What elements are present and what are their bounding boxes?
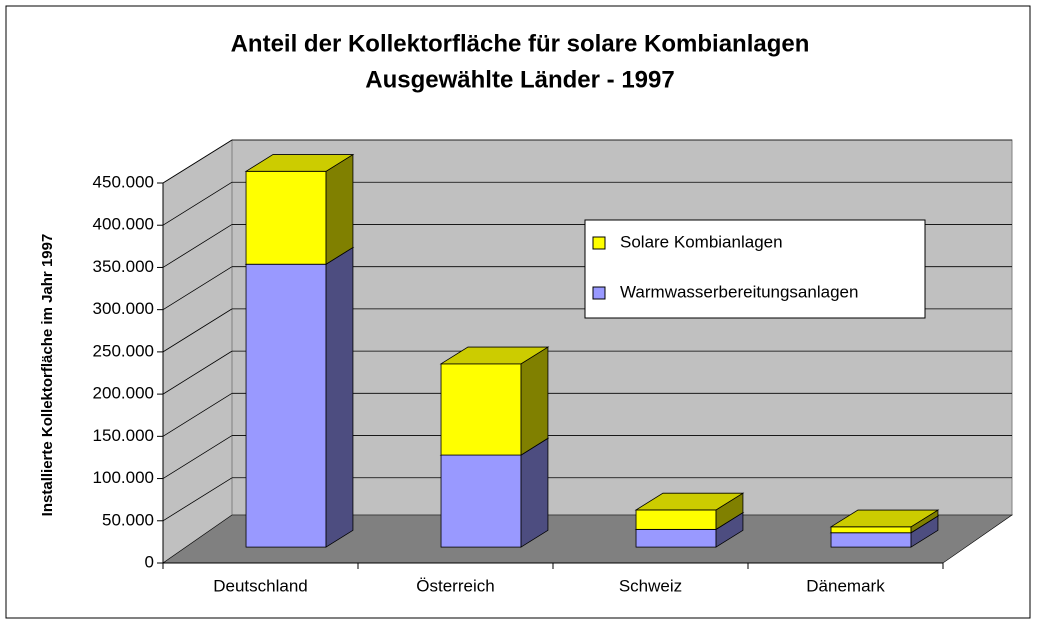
y-tick-label: 350.000: [93, 257, 154, 276]
grid-line: [162, 477, 233, 522]
bar-top: [829, 509, 940, 528]
x-tick-label: Österreich: [416, 576, 494, 595]
grid-line: [162, 435, 233, 479]
bar-segment: [244, 246, 355, 548]
grid-line: [162, 350, 233, 395]
x-tick-label: Dänemark: [806, 576, 885, 595]
bar-front: [830, 526, 912, 534]
y-tick-label: 300.000: [93, 299, 154, 318]
y-tick-label: 0: [145, 552, 154, 571]
legend-swatch: [592, 236, 606, 250]
bar-front: [440, 363, 522, 456]
y-tick-label: 400.000: [93, 215, 154, 234]
bar-segment: [829, 509, 940, 534]
bar-side: [325, 246, 354, 548]
bar-top: [634, 492, 745, 511]
grid-line: [162, 181, 233, 226]
grid-line: [162, 224, 233, 268]
bar-top: [439, 346, 550, 365]
x-tick-label: Schweiz: [619, 576, 682, 595]
y-tick-label: 50.000: [102, 510, 154, 529]
grid-line: [162, 392, 233, 437]
y-axis-title: Installierte Kollektorfläche im Jahr 199…: [39, 234, 56, 517]
y-tick-label: 100.000: [93, 468, 154, 487]
x-tick-label: Deutschland: [213, 576, 308, 595]
legend: Solare Kombianlagen Warmwasserbereitungsa…: [584, 219, 926, 319]
bar-segment: [244, 153, 355, 265]
y-tick-label: 200.000: [93, 384, 154, 403]
bar-front: [245, 170, 327, 265]
y-tick-label: 150.000: [93, 426, 154, 445]
legend-label: Solare Kombianlagen: [620, 232, 783, 251]
bar-side: [520, 346, 549, 456]
legend-label: Warmwasserbereitungsanlagen: [620, 282, 858, 301]
chart-subtitle: Ausgewählte Länder - 1997: [365, 66, 674, 93]
grid-line: [162, 266, 233, 311]
y-tick-label: 450.000: [93, 172, 154, 191]
bar-front: [830, 532, 912, 548]
bar-front: [440, 454, 522, 548]
bar-top: [244, 154, 355, 172]
grid-line: [162, 139, 233, 184]
bar-side: [325, 153, 354, 265]
bar-front: [635, 509, 717, 530]
y-tick-label: 250.000: [93, 341, 154, 360]
bar-front: [635, 528, 717, 548]
bar-segment: [439, 346, 550, 456]
legend-box: [584, 219, 926, 319]
bar-segment: [634, 492, 745, 531]
grid-line: [162, 308, 233, 353]
chart-title: Anteil der Kollektorfläche für solare Ko…: [231, 30, 810, 57]
legend-swatch: [592, 286, 606, 300]
bar-front: [245, 263, 327, 548]
bar-side: [520, 437, 549, 548]
